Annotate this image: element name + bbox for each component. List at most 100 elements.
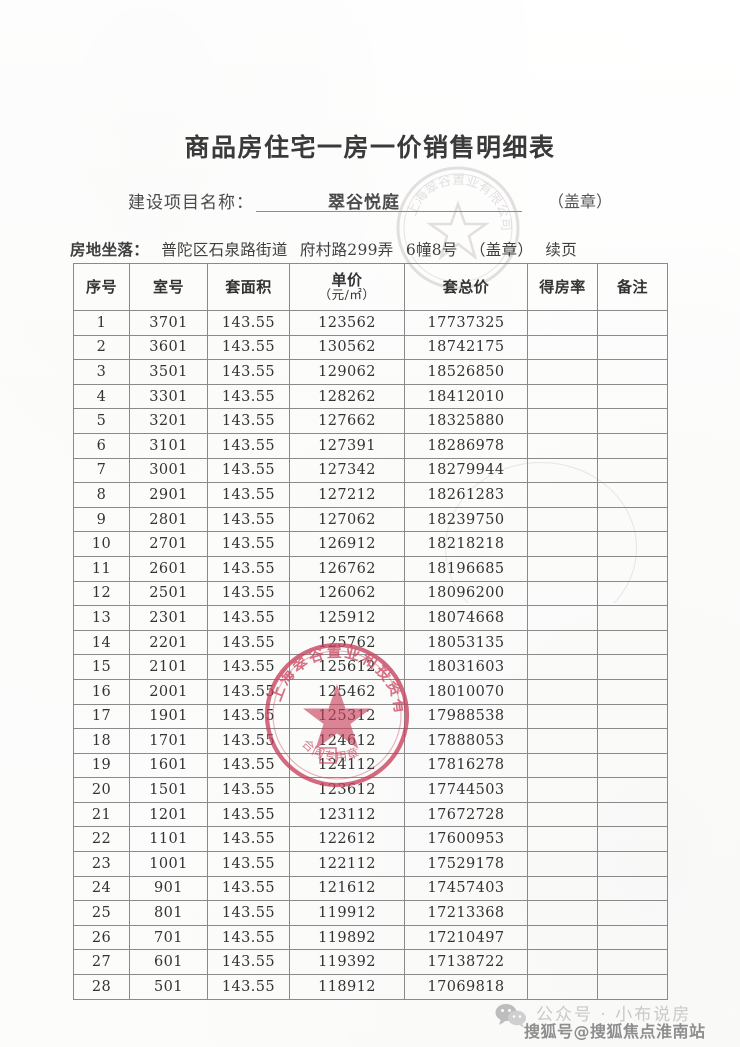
address-building: 6幢8号: [405, 241, 458, 259]
page-title: 商品房住宅一房一价销售明细表: [184, 133, 556, 162]
table-row: 24 901 143.55 121612 17457403: [73, 875, 668, 902]
table-row: 6 3101 143.55 127391 18286978: [73, 432, 668, 459]
cell-rate: [527, 851, 598, 877]
table-row: 25 801 143.55 119912 17213368: [73, 900, 668, 926]
address-district: 普陀区石泉路街道: [161, 241, 288, 259]
cell-note: [597, 752, 668, 779]
table-row: 12 2501 143.55 126062 18096200: [73, 580, 668, 607]
cell-room: 601: [129, 949, 208, 976]
table-row: 20 1501 143.55 123612 17744503: [73, 777, 668, 803]
cell-total: 18196685: [404, 555, 528, 582]
cell-room: 2801: [129, 506, 208, 533]
table-row: 11 2601 143.55 126762 18196685: [73, 555, 668, 582]
cell-note: [597, 432, 668, 459]
column-header-usable-rate: 得房率: [527, 263, 598, 311]
cell-total: 17816278: [404, 752, 528, 779]
cell-note: [597, 851, 668, 877]
cell-unit: 118912: [289, 974, 405, 1000]
cell-seq: 27: [73, 949, 130, 976]
table-row: 19 1601 143.55 124112 17816278: [73, 752, 668, 779]
address-label: 房地坐落：: [70, 240, 150, 259]
cell-total: 18742175: [404, 334, 528, 361]
cell-area: 143.55: [207, 580, 290, 607]
table-row: 9 2801 143.55 127062 18239750: [73, 506, 668, 533]
cell-total: 18325880: [404, 408, 528, 434]
cell-seq: 16: [73, 678, 130, 705]
cell-rate: [527, 408, 598, 434]
cell-note: [597, 924, 668, 951]
cell-unit: 123112: [289, 801, 405, 828]
column-header-usable-rate-label: 得房率: [539, 277, 586, 296]
cell-room: 3001: [129, 457, 208, 484]
cell-note: [597, 457, 668, 484]
continued-page-label: 续页: [545, 241, 578, 259]
cell-room: 2701: [129, 531, 208, 557]
table-row: 26 701 143.55 119892 17210497: [73, 924, 668, 951]
cell-note: [597, 383, 668, 410]
cell-area: 143.55: [207, 875, 290, 902]
cell-rate: [527, 531, 598, 557]
cell-rate: [527, 801, 598, 828]
cell-rate: [527, 605, 598, 631]
cell-unit: 128262: [289, 383, 405, 410]
cell-room: 1601: [129, 752, 208, 779]
column-header-unit-price-label: 单价: [331, 270, 363, 289]
cell-room: 701: [129, 924, 208, 951]
cell-rate: [527, 654, 598, 680]
cell-unit: 125462: [289, 678, 405, 705]
cell-total: 18412010: [404, 383, 528, 410]
cell-unit: 119392: [289, 949, 405, 976]
cell-room: 3301: [129, 383, 208, 410]
project-name-value: 翠谷悦庭: [328, 193, 400, 213]
cell-seq: 13: [73, 605, 130, 631]
wechat-icon: [494, 1002, 528, 1028]
cell-seq: 3: [73, 359, 130, 385]
cell-room: 801: [129, 900, 208, 926]
cell-seq: 11: [73, 555, 130, 582]
table-row: 13 2301 143.55 125912 18074668: [73, 605, 668, 631]
cell-seq: 1: [73, 310, 130, 336]
cell-area: 143.55: [207, 900, 290, 926]
cell-rate: [527, 924, 598, 951]
cell-seq: 26: [73, 924, 130, 951]
cell-rate: [527, 752, 598, 779]
cell-room: 3701: [129, 310, 208, 336]
cell-area: 143.55: [207, 383, 290, 410]
table-row: 28 501 143.55 118912 17069818: [73, 974, 668, 1000]
cell-area: 143.55: [207, 924, 290, 951]
cell-total: 18096200: [404, 580, 528, 607]
project-name-underline: [256, 211, 522, 212]
cell-area: 143.55: [207, 801, 290, 828]
column-header-remarks: 备注: [597, 263, 668, 311]
cell-seq: 15: [73, 654, 130, 680]
cell-seq: 18: [73, 728, 130, 754]
cell-unit: 126762: [289, 555, 405, 582]
cell-total: 18218218: [404, 531, 528, 557]
cell-note: [597, 506, 668, 533]
column-header-seq: 序号: [73, 263, 130, 311]
table-row: 15 2101 143.55 125612 18031603: [73, 654, 668, 680]
cell-total: 18526850: [404, 359, 528, 385]
price-table-body: 1 3701 143.55 123562 17737325 2 3601 143.55 1305…: [73, 310, 668, 1000]
cell-total: 18031603: [404, 654, 528, 680]
cell-unit: 130562: [289, 334, 405, 361]
cell-area: 143.55: [207, 310, 290, 336]
cell-total: 18239750: [404, 506, 528, 533]
cell-note: [597, 605, 668, 631]
cell-area: 143.55: [207, 605, 290, 631]
cell-seq: 2: [73, 334, 130, 361]
cell-seq: 6: [73, 432, 130, 459]
cell-area: 143.55: [207, 531, 290, 557]
cell-rate: [527, 432, 598, 459]
cell-note: [597, 826, 668, 853]
cell-room: 2301: [129, 605, 208, 631]
table-row: 18 1701 143.55 124612 17888053: [73, 728, 668, 754]
cell-unit: 124112: [289, 752, 405, 779]
cell-seq: 19: [73, 752, 130, 779]
cell-total: 18286978: [404, 432, 528, 459]
cell-note: [597, 875, 668, 902]
cell-total: 17457403: [404, 875, 528, 902]
column-header-seq-label: 序号: [85, 277, 117, 296]
cell-total: 17600953: [404, 826, 528, 853]
